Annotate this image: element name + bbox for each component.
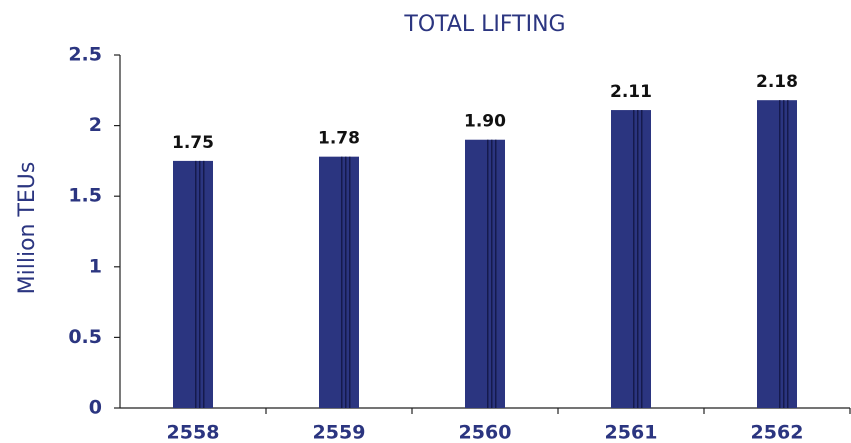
- data-label: 1.78: [318, 129, 360, 149]
- bar-stripe: [195, 160, 197, 408]
- y-axis-label: Million TEUs: [15, 162, 40, 295]
- bar-stripe: [637, 110, 639, 409]
- bar: [757, 100, 797, 409]
- bar-stripe: [199, 160, 201, 408]
- bar-stripe: [491, 139, 493, 408]
- x-tick-label: 2562: [751, 422, 804, 443]
- y-tick-label: 2.5: [68, 44, 102, 66]
- bar-stripe: [203, 160, 205, 408]
- y-tick-label: 1: [89, 255, 102, 277]
- bar-stripe: [349, 156, 351, 408]
- bar-stripe: [345, 156, 347, 408]
- bar-stripe: [633, 110, 635, 409]
- x-tick-label: 2559: [313, 422, 366, 443]
- bar: [173, 160, 213, 408]
- chart-title: TOTAL LIFTING: [403, 12, 565, 37]
- bar-stripe: [787, 100, 789, 409]
- x-tick-label: 2560: [459, 422, 512, 443]
- bar-stripe: [641, 110, 643, 409]
- y-tick-label: 0: [89, 397, 102, 419]
- y-tick-label: 2: [89, 114, 102, 136]
- bar-stripe: [341, 156, 343, 408]
- data-label: 2.18: [756, 72, 798, 92]
- x-tick-label: 2561: [605, 422, 658, 443]
- y-tick-label: 0.5: [68, 326, 102, 348]
- bar-stripe: [487, 139, 489, 408]
- bar: [611, 110, 651, 409]
- y-tick-label: 1.5: [68, 185, 102, 207]
- data-label: 2.11: [610, 82, 652, 102]
- bar: [319, 156, 359, 408]
- bar-stripe: [779, 100, 781, 409]
- x-tick-label: 2558: [167, 422, 220, 443]
- bar-stripe: [783, 100, 785, 409]
- data-label: 1.90: [464, 112, 506, 132]
- bar: [465, 139, 505, 408]
- data-label: 1.75: [172, 133, 214, 153]
- bar-stripe: [495, 139, 497, 408]
